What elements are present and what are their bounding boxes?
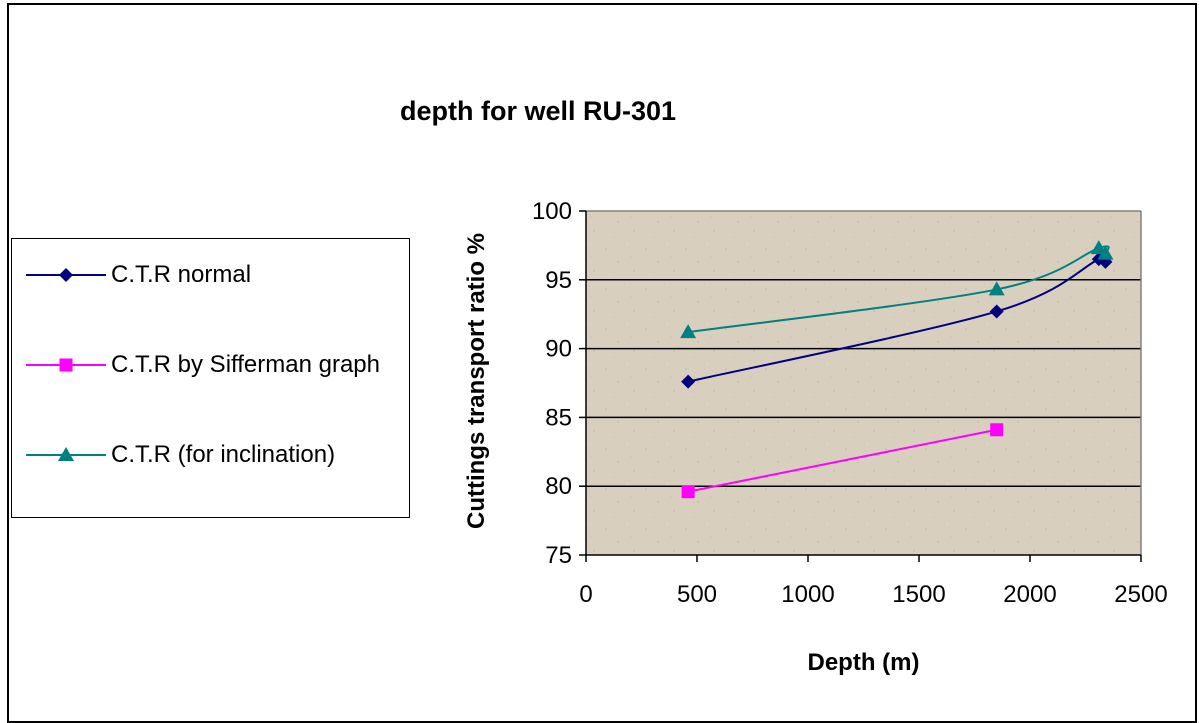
data-point-c-t-r-for-inclination	[988, 281, 1005, 296]
x-tick-label: 500	[677, 581, 717, 608]
x-tick-label: 0	[579, 581, 592, 608]
legend-swatch-marker	[58, 447, 74, 461]
data-point-c-t-r-normal	[681, 374, 696, 389]
series-line-c-t-r-for-inclination	[687, 245, 1110, 334]
y-tick-label: 100	[532, 198, 572, 225]
x-tick-label: 1500	[892, 581, 945, 608]
data-point-c-t-r-by-sifferman-graph	[990, 423, 1004, 437]
x-tick-label: 2500	[1114, 581, 1167, 608]
legend: C.T.R normal C.T.R by Sifferman graph C.T.…	[11, 238, 410, 518]
y-tick-label: 85	[545, 404, 572, 431]
legend-label: C.T.R (for inclination)	[111, 441, 336, 468]
y-tick-label: 80	[545, 473, 572, 500]
y-axis-title: Cuttings transport ratio %	[463, 233, 490, 529]
x-axis-title: Depth (m)	[808, 649, 920, 676]
chart-title: depth for well RU-301	[400, 96, 677, 126]
data-point-c-t-r-by-sifferman-graph	[681, 485, 695, 499]
legend-label: C.T.R by Sifferman graph	[111, 351, 381, 378]
legend-swatch-marker	[59, 268, 73, 282]
x-tick-label: 2000	[1003, 581, 1056, 608]
plot-area	[586, 211, 1141, 555]
legend-swatch	[26, 268, 106, 282]
data-point-c-t-r-normal	[989, 304, 1004, 319]
series-line-c-t-r-by-sifferman-graph	[687, 428, 997, 493]
y-tick-label: 75	[545, 542, 572, 569]
legend-swatch	[26, 447, 106, 461]
y-tick-label: 95	[545, 267, 572, 294]
data-point-c-t-r-for-inclination	[680, 324, 697, 339]
data-point-c-t-r-normal	[1098, 254, 1113, 269]
y-tick-label: 90	[545, 336, 572, 363]
x-tick-label: 1000	[781, 581, 834, 608]
legend-swatch	[26, 358, 106, 372]
legend-swatch-marker	[59, 358, 73, 372]
data-point-c-t-r-for-inclination	[1097, 245, 1114, 260]
legend-label: C.T.R normal	[111, 261, 252, 288]
